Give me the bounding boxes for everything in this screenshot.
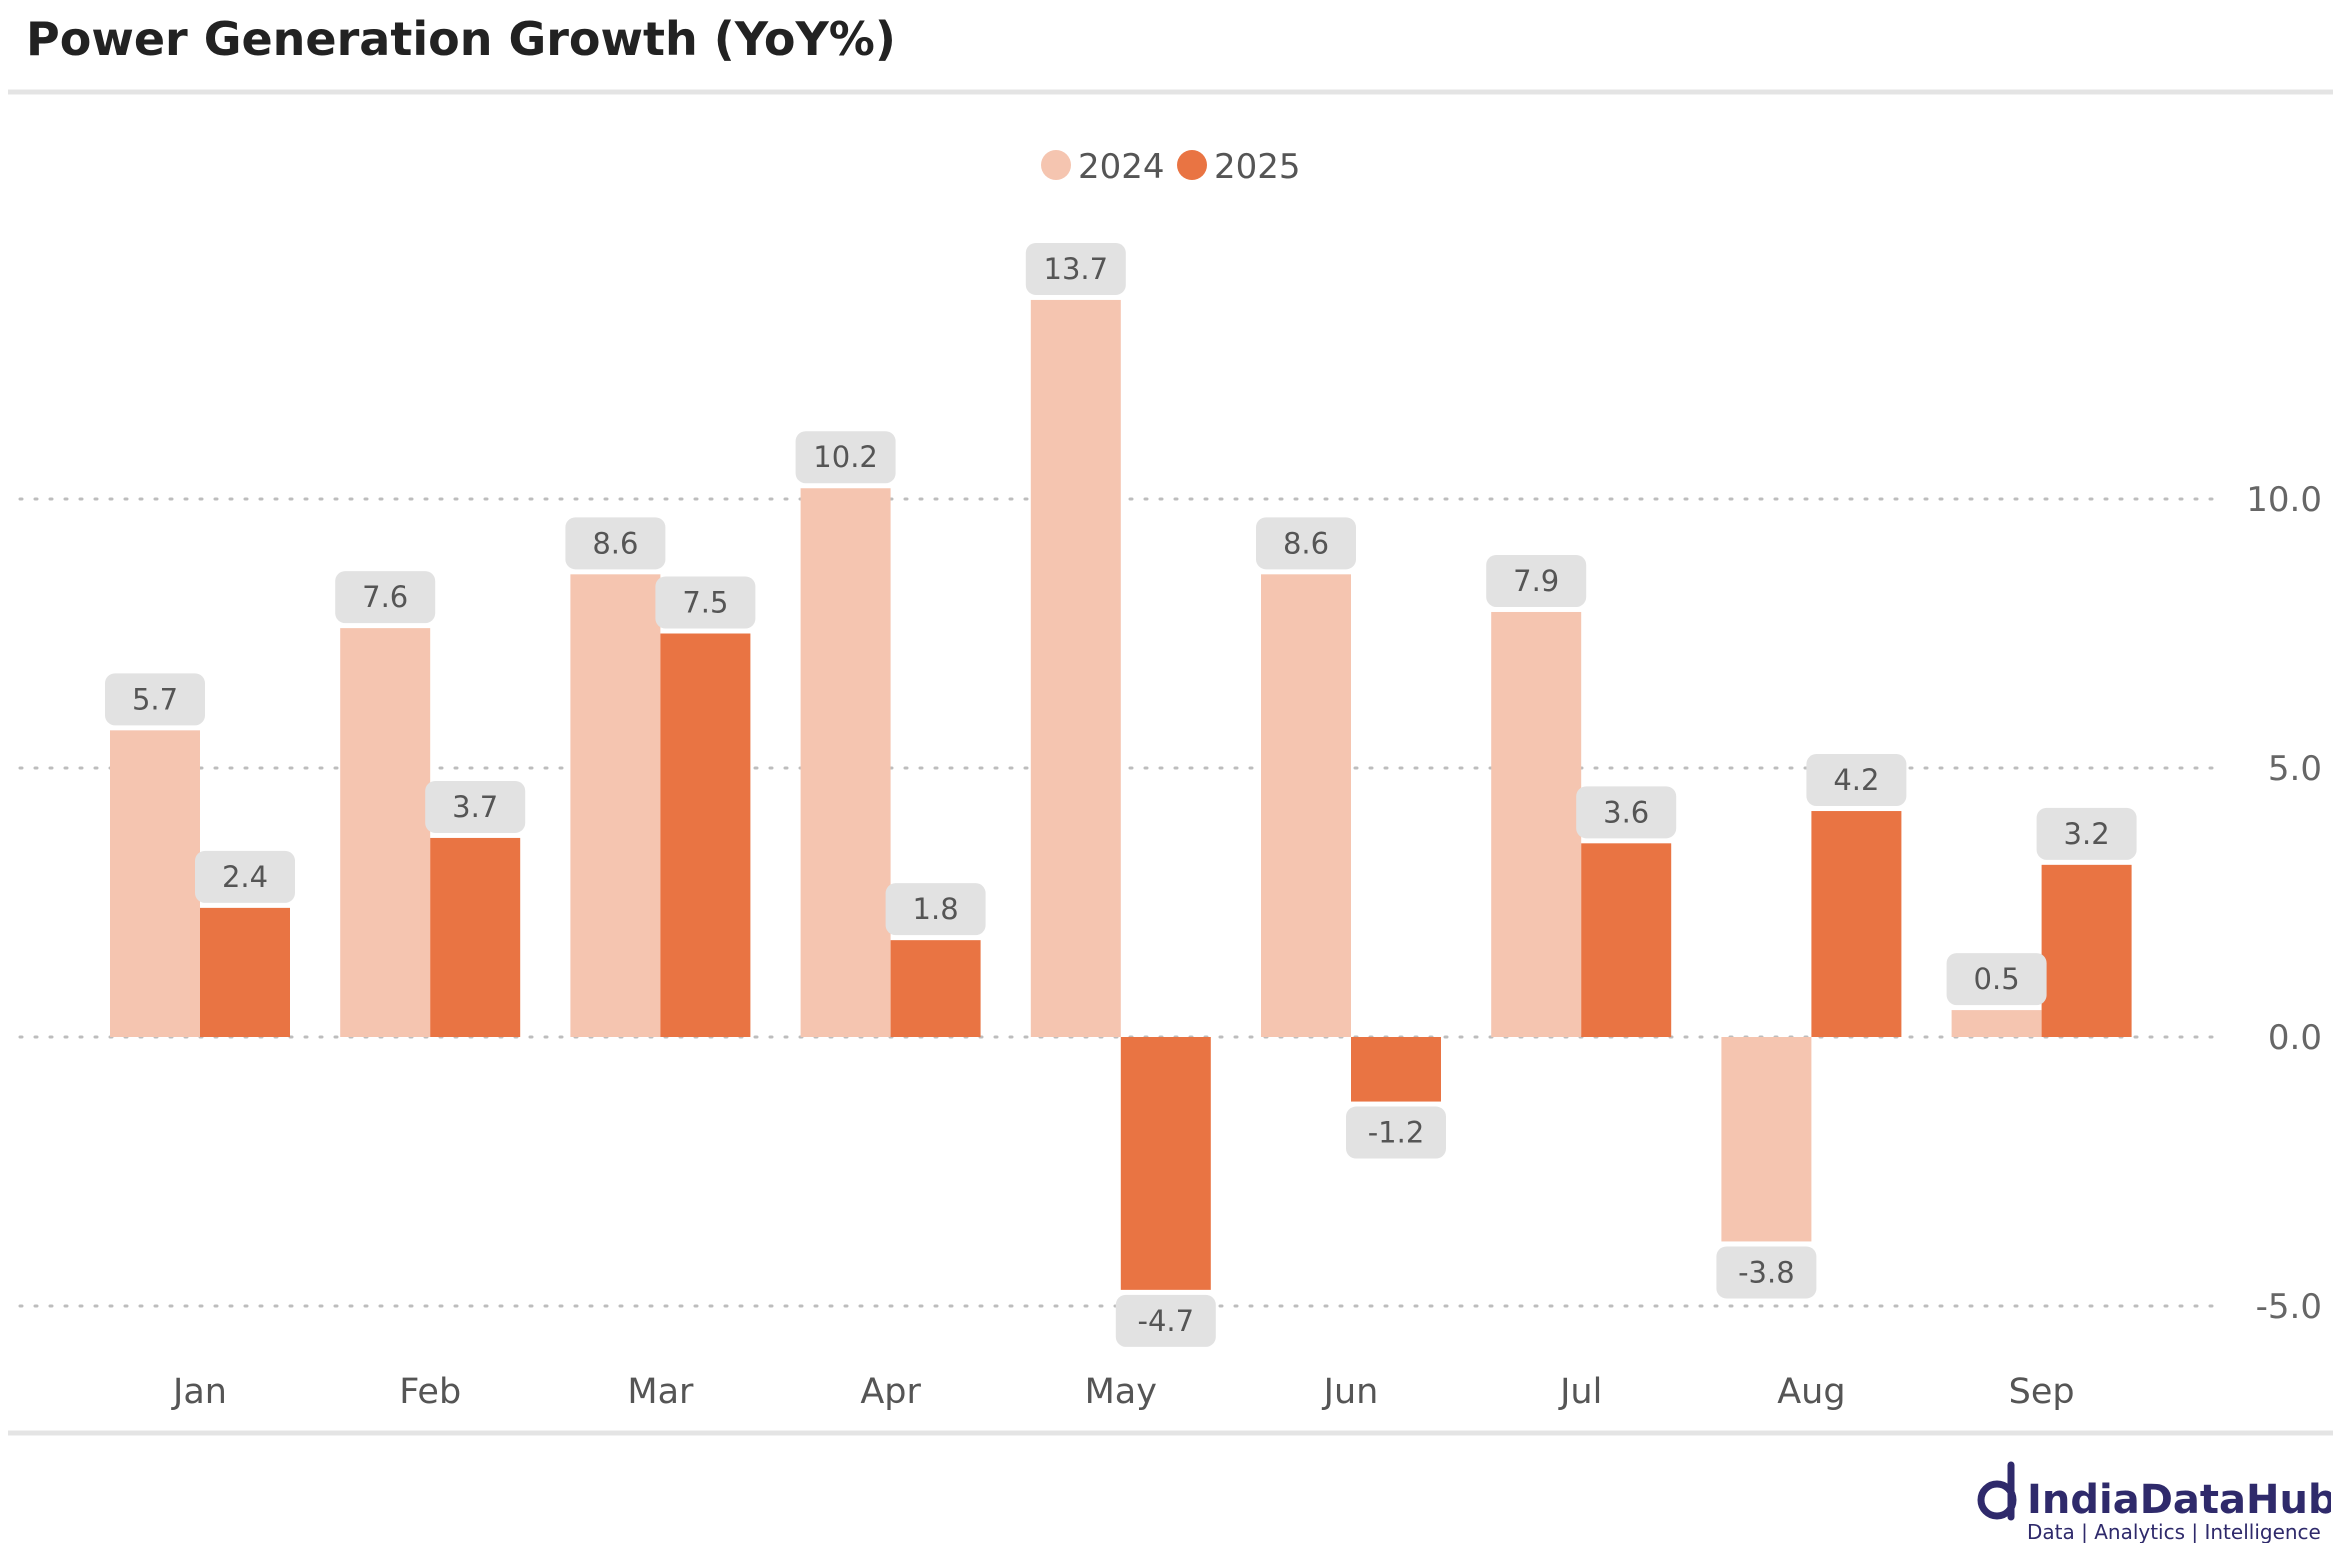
bar-2024-Jan: [110, 730, 200, 1037]
legend-marker-2025: [1177, 150, 1207, 180]
data-label: 7.5: [682, 586, 728, 620]
data-label: 3.6: [1603, 795, 1649, 829]
data-label: 1.8: [913, 892, 959, 926]
legend-marker-2024: [1041, 150, 1071, 180]
bar-2025-Feb: [430, 837, 521, 1037]
logo-tagline: Data | Analytics | Intelligence: [2027, 1520, 2321, 1543]
data-label-box: [565, 517, 666, 570]
bar-2025-Jul: [1581, 843, 1672, 1037]
data-label-box: [335, 571, 436, 624]
data-label-box: [105, 673, 205, 726]
data-labels: 5.7 2.4 7.6 3.7 8.6 7.5 10.2 1.8 13.7 -4.7 8.6 -1.2…: [105, 242, 2137, 1347]
data-label: 0.5: [1974, 962, 2020, 996]
y-axis: 10.0 5.0 0.0 -5.0: [2246, 480, 2322, 1327]
data-label-box: [1486, 554, 1587, 607]
data-label-box: [1946, 953, 2047, 1006]
x-tick-label-Sep: Sep: [2009, 1372, 2075, 1412]
data-label: -4.7: [1138, 1304, 1195, 1338]
x-tick-label-May: May: [1085, 1372, 1157, 1412]
y-tick-label: 10.0: [2246, 480, 2322, 520]
y-tick-label: -5.0: [2256, 1287, 2322, 1327]
data-label-box: [1115, 1294, 1216, 1347]
bar-2024-Aug: [1721, 1037, 1812, 1242]
bar-2025-Apr: [890, 940, 981, 1037]
data-label: 7.9: [1513, 564, 1559, 598]
legend-label-2024: 2024: [1078, 147, 1165, 187]
data-label-box: [1025, 242, 1126, 295]
legend: 2024 2025: [1041, 147, 1301, 187]
logo-name: IndiaDataHub: [2027, 1477, 2331, 1523]
data-label-box: [655, 576, 756, 629]
bar-2024-Sep: [1951, 1010, 2042, 1037]
y-tick-label: 5.0: [2268, 749, 2322, 789]
data-label-box: [1346, 1106, 1446, 1159]
bar-2025-May: [1120, 1037, 1211, 1290]
data-label-box: [195, 850, 295, 903]
bars: [110, 299, 2132, 1290]
data-label: 13.7: [1044, 252, 1109, 286]
data-label: 3.2: [2064, 817, 2110, 851]
x-tick-label-Jan: Jan: [171, 1372, 227, 1412]
legend-label-2025: 2025: [1214, 147, 1301, 187]
data-label: 8.6: [592, 526, 638, 560]
data-label-box: [425, 780, 526, 833]
data-label: 2.4: [222, 860, 268, 894]
bar-2024-May: [1030, 299, 1121, 1037]
y-tick-label: 0.0: [2268, 1018, 2322, 1058]
data-label-box: [1716, 1246, 1817, 1299]
bar-2024-Mar: [570, 574, 661, 1037]
x-axis: Jan Feb Mar Apr May Jun Jul Aug Sep: [171, 1372, 2075, 1412]
bar-2025-Sep: [2041, 864, 2132, 1037]
bar-2025-Mar: [660, 633, 751, 1037]
data-label-box: [1806, 754, 1907, 807]
data-label: -1.2: [1368, 1116, 1425, 1150]
data-label: 4.2: [1833, 763, 1879, 797]
data-label: 10.2: [813, 440, 878, 474]
data-label: -3.8: [1738, 1255, 1795, 1289]
bar-2024-Jul: [1491, 611, 1582, 1037]
data-label: 8.6: [1283, 526, 1329, 560]
data-label-box: [795, 431, 896, 484]
brand-logo: IndiaDataHub Data | Analytics | Intellig…: [1977, 1461, 2331, 1543]
x-tick-label-Apr: Apr: [860, 1372, 921, 1412]
x-tick-label-Mar: Mar: [627, 1372, 694, 1412]
data-label: 3.7: [452, 790, 498, 824]
data-label: 5.7: [132, 682, 178, 716]
bar-2024-Feb: [340, 628, 431, 1037]
bar-2025-Jan: [200, 907, 290, 1037]
bar-2024-Jun: [1261, 574, 1351, 1037]
bar-2025-Aug: [1811, 811, 1902, 1037]
data-label-box: [2036, 807, 2137, 860]
x-tick-label-Jul: Jul: [1558, 1372, 1602, 1412]
bar-2025-Jun: [1351, 1037, 1441, 1102]
chart-title: Power Generation Growth (YoY%): [26, 12, 896, 66]
x-tick-label-Aug: Aug: [1777, 1372, 1845, 1412]
bar-2024-Apr: [800, 488, 891, 1037]
data-label: 7.6: [362, 580, 408, 614]
data-label-box: [1576, 786, 1677, 839]
data-label-box: [885, 883, 986, 936]
x-tick-label-Jun: Jun: [1322, 1372, 1379, 1412]
logo-mark-icon: [1977, 1461, 2017, 1521]
data-label-box: [1256, 517, 1356, 570]
x-tick-label-Feb: Feb: [399, 1372, 461, 1412]
